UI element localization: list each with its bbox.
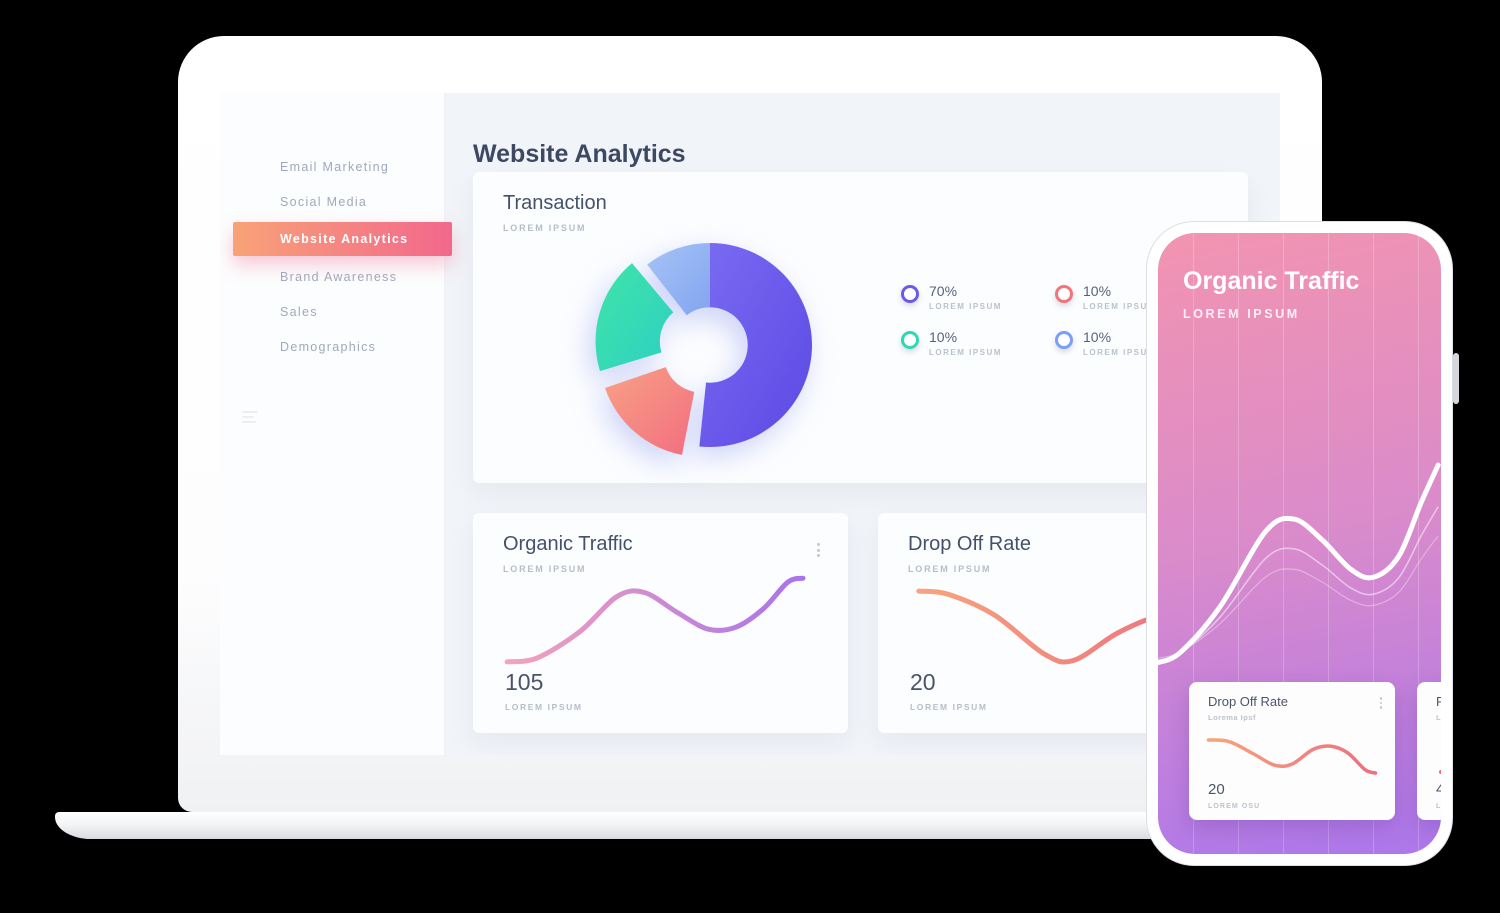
phone-screen: Organic Traffic LOREM IPSUM Drop Off Rat…: [1158, 233, 1441, 854]
legend-item: 10% LOREM IPSUM: [901, 329, 1055, 358]
legend-item: 10% LOREM IPSUM: [1055, 283, 1209, 312]
phone-page-title: Organic Traffic: [1183, 267, 1360, 295]
legend-label: LOREM IPSUM: [929, 302, 1002, 312]
page-title: Website Analytics: [473, 139, 686, 168]
organic-card-value: 105: [505, 669, 544, 695]
organic-traffic-sparkline: [501, 568, 806, 670]
phone-card-value: 4: [1436, 781, 1441, 798]
legend-value: 10%: [1083, 283, 1112, 299]
sidebar-item-email-marketing[interactable]: Email Marketing: [280, 159, 390, 174]
kebab-menu-icon[interactable]: [817, 543, 820, 557]
sidebar-item-brand-awareness[interactable]: Brand Awareness: [280, 269, 398, 284]
dropoff-card-value: 20: [910, 669, 936, 695]
organic-card-title: Organic Traffic: [503, 533, 633, 555]
dropoff-card-subtitle: LOREM IPSUM: [908, 564, 992, 574]
legend-ring-icon: [901, 285, 919, 303]
organic-card-subtitle: LOREM IPSUM: [503, 564, 587, 574]
donut-legend: 70% LOREM IPSUM 10% LOREM IPSUM 10% LO: [901, 283, 1209, 358]
phone-hero-wave-chart: [1158, 465, 1441, 673]
phone-drop-off-sparkline: [1205, 726, 1379, 782]
legend-item: 10% LOREM IPSUM: [1055, 329, 1209, 358]
sidebar-item-social-media[interactable]: Social Media: [280, 194, 368, 209]
legend-value: 10%: [1083, 329, 1112, 345]
legend-label: LOREM IPSUM: [929, 348, 1002, 358]
sidebar-item-website-analytics[interactable]: Website Analytics: [233, 222, 452, 256]
sidebar-nav: Email Marketing Social Media Website Ana…: [220, 149, 452, 364]
hamburger-menu-icon: [242, 411, 258, 426]
kebab-menu-icon[interactable]: [1379, 697, 1382, 709]
legend-ring-icon: [901, 331, 919, 349]
phone-card-value-label: LOREM OSU: [1208, 803, 1261, 810]
dropoff-card-value-label: LOREM IPSUM: [910, 702, 988, 712]
organic-traffic-card: Organic Traffic LOREM IPSUM 105 LOREM IP…: [473, 513, 848, 733]
phone-side-button: [1453, 353, 1459, 404]
phone-card-title: Drop Off Rate: [1208, 694, 1288, 709]
legend-ring-icon: [1055, 331, 1073, 349]
phone-card-value: 20: [1208, 781, 1225, 798]
legend-label: LOREM IPSUM: [1083, 302, 1156, 312]
transaction-donut-chart: [595, 243, 812, 455]
phone-card-subtitle: Lo: [1436, 713, 1441, 722]
phone-card-title: Re: [1436, 694, 1441, 709]
legend-label: LOREM IPSUM: [1083, 348, 1156, 358]
phone-page-subtitle: LOREM IPSUM: [1183, 307, 1300, 321]
phone-card-value-label: LO: [1436, 803, 1441, 810]
phone-mockup: Organic Traffic LOREM IPSUM Drop Off Rat…: [1146, 221, 1459, 866]
phone-card-subtitle: Lorema Ipsf: [1208, 713, 1257, 722]
legend-ring-icon: [1055, 285, 1073, 303]
legend-value: 10%: [929, 329, 958, 345]
sidebar-item-demographics[interactable]: Demographics: [280, 339, 377, 354]
phone-partial-card: Re Lo 4 LO: [1417, 682, 1441, 820]
phone-drop-off-rate-card: Drop Off Rate Lorema Ipsf 20 LOREM OSU: [1189, 682, 1395, 820]
organic-card-value-label: LOREM IPSUM: [505, 702, 583, 712]
dropoff-card-title: Drop Off Rate: [908, 533, 1032, 555]
sidebar: Email Marketing Social Media Website Ana…: [220, 93, 452, 755]
laptop-display: Email Marketing Social Media Website Ana…: [220, 93, 1280, 755]
mini-wave-dot: [1439, 770, 1441, 774]
legend-item: 70% LOREM IPSUM: [901, 283, 1055, 312]
transaction-card: Transaction LOREM IPSUM 70% LOREM IPSUM …: [473, 172, 1248, 483]
transaction-card-title: Transaction: [503, 192, 607, 214]
transaction-card-subtitle: LOREM IPSUM: [503, 223, 587, 233]
legend-value: 70%: [929, 283, 958, 299]
sidebar-item-sales[interactable]: Sales: [280, 304, 318, 319]
